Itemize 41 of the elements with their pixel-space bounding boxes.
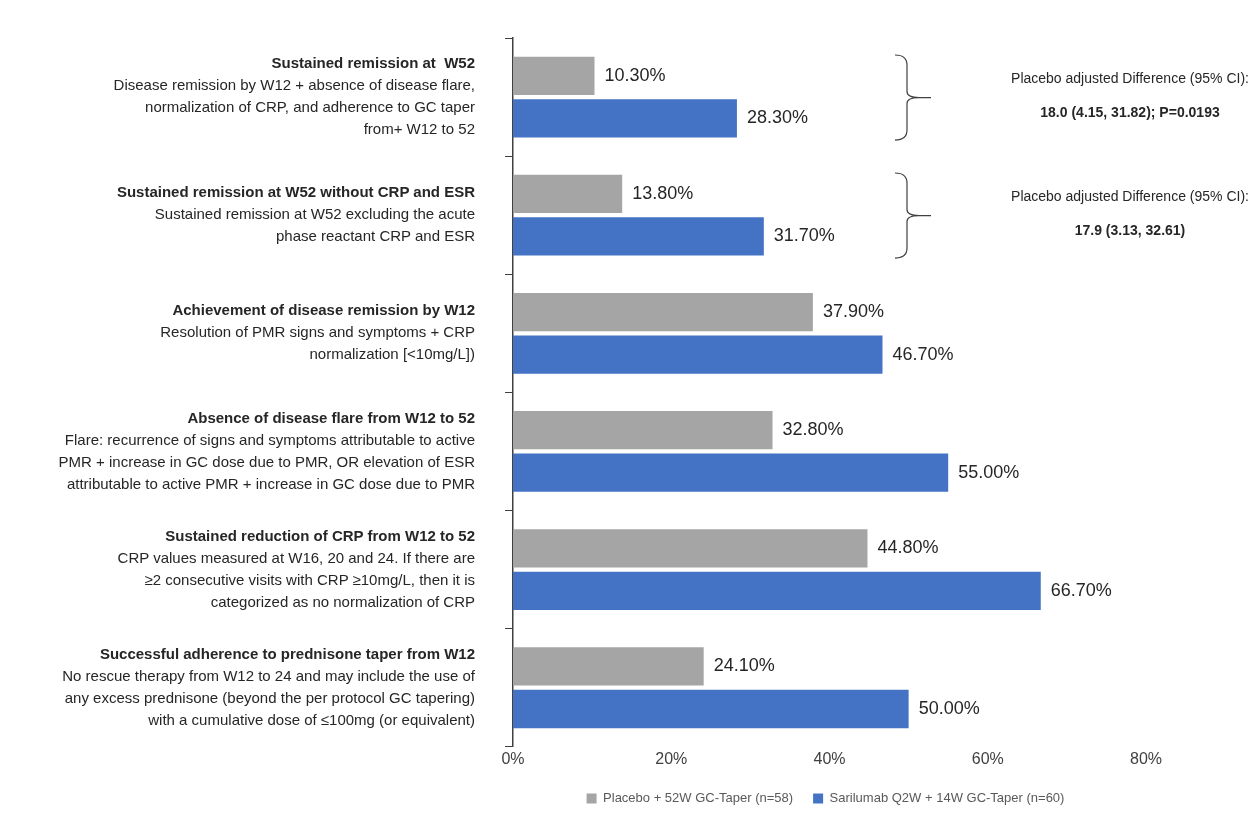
bar [513,529,868,568]
x-tick-label: 80% [1129,749,1163,767]
x-tick-label: 0% [501,749,525,767]
bar [513,99,737,138]
data-label: 46.70% [892,343,954,364]
bar [513,292,813,332]
bar [513,217,764,256]
data-label: 28.30% [746,107,808,128]
data-label: 44.80% [877,537,939,558]
annotation: 17.9 (3.13, 32.61) [1074,222,1186,239]
data-label: 50.00% [918,697,980,718]
data-label: 55.00% [958,461,1020,482]
legend-label: Sarilumab Q2W + 14W GC-Taper (n=60) [829,790,1065,806]
bar [513,647,704,686]
bar [513,571,1041,610]
x-tick-label: 20% [655,749,688,767]
bar [513,56,595,95]
annotation: Placebo adjusted Difference (95% CI): [1011,69,1249,86]
data-label: 32.80% [782,419,844,440]
y-tick-label: Sustained remission at W52 without CRP and ESR Sustained remission at W52 excluding the acute phase reactant CRP and ESR [116,183,476,245]
bar [513,335,883,374]
bar [513,411,773,450]
data-label: 31.70% [773,225,835,246]
x-tick-label: 60% [971,749,1004,767]
bar [513,453,949,492]
y-tick-label: Achievement of disease remission by W12 Resolution of PMR signs and symptoms + CRP normalization [<10mg/L]) [160,301,475,363]
y-tick-label: Absence of disease flare from W12 to 52 Flare: recurrence of signs and symptoms attributable to active PMR + increase in GC dose due to PMR, OR elevation of ESR attributable to active PMR + increase in GC dose due to PMR [58,408,476,492]
legend-label: Placebo + 52W GC-Taper (n=58) [603,790,794,806]
data-label: 37.90% [822,301,884,322]
data-label: 66.70% [1050,579,1112,600]
y-tick-label: Successful adherence to prednisone taper from W12 No rescue therapy from W12 to 24 and may include the use of any excess prednisone (beyond the per protocol GC tapering) with a cumulative dose of ≤100mg (or equivalent) [62,644,476,728]
data-label: 10.30% [604,64,666,85]
annotation: 18.0 (4.15, 31.82); P=0.0193 [1040,103,1220,120]
data-label: 24.10% [713,655,775,676]
bar [513,174,623,214]
y-tick-label: Sustained remission at W52 Disease remission by W12 + absence of disease flare, normalization of CRP, and adherence to GC taper from+ W12 to 52 [113,54,475,138]
bar [513,689,909,729]
y-tick-label: Sustained reduction of CRP from W12 to 52 CRP values measured at W16, 20 and 24. If there are ≥2 consecutive visits with CRP ≥10mg/L, then it is categorized as no normalization of CRP [117,526,475,610]
annotation: Placebo adjusted Difference (95% CI): [1011,188,1249,205]
x-tick-label: 40% [813,749,846,767]
data-label: 13.80% [632,182,694,203]
